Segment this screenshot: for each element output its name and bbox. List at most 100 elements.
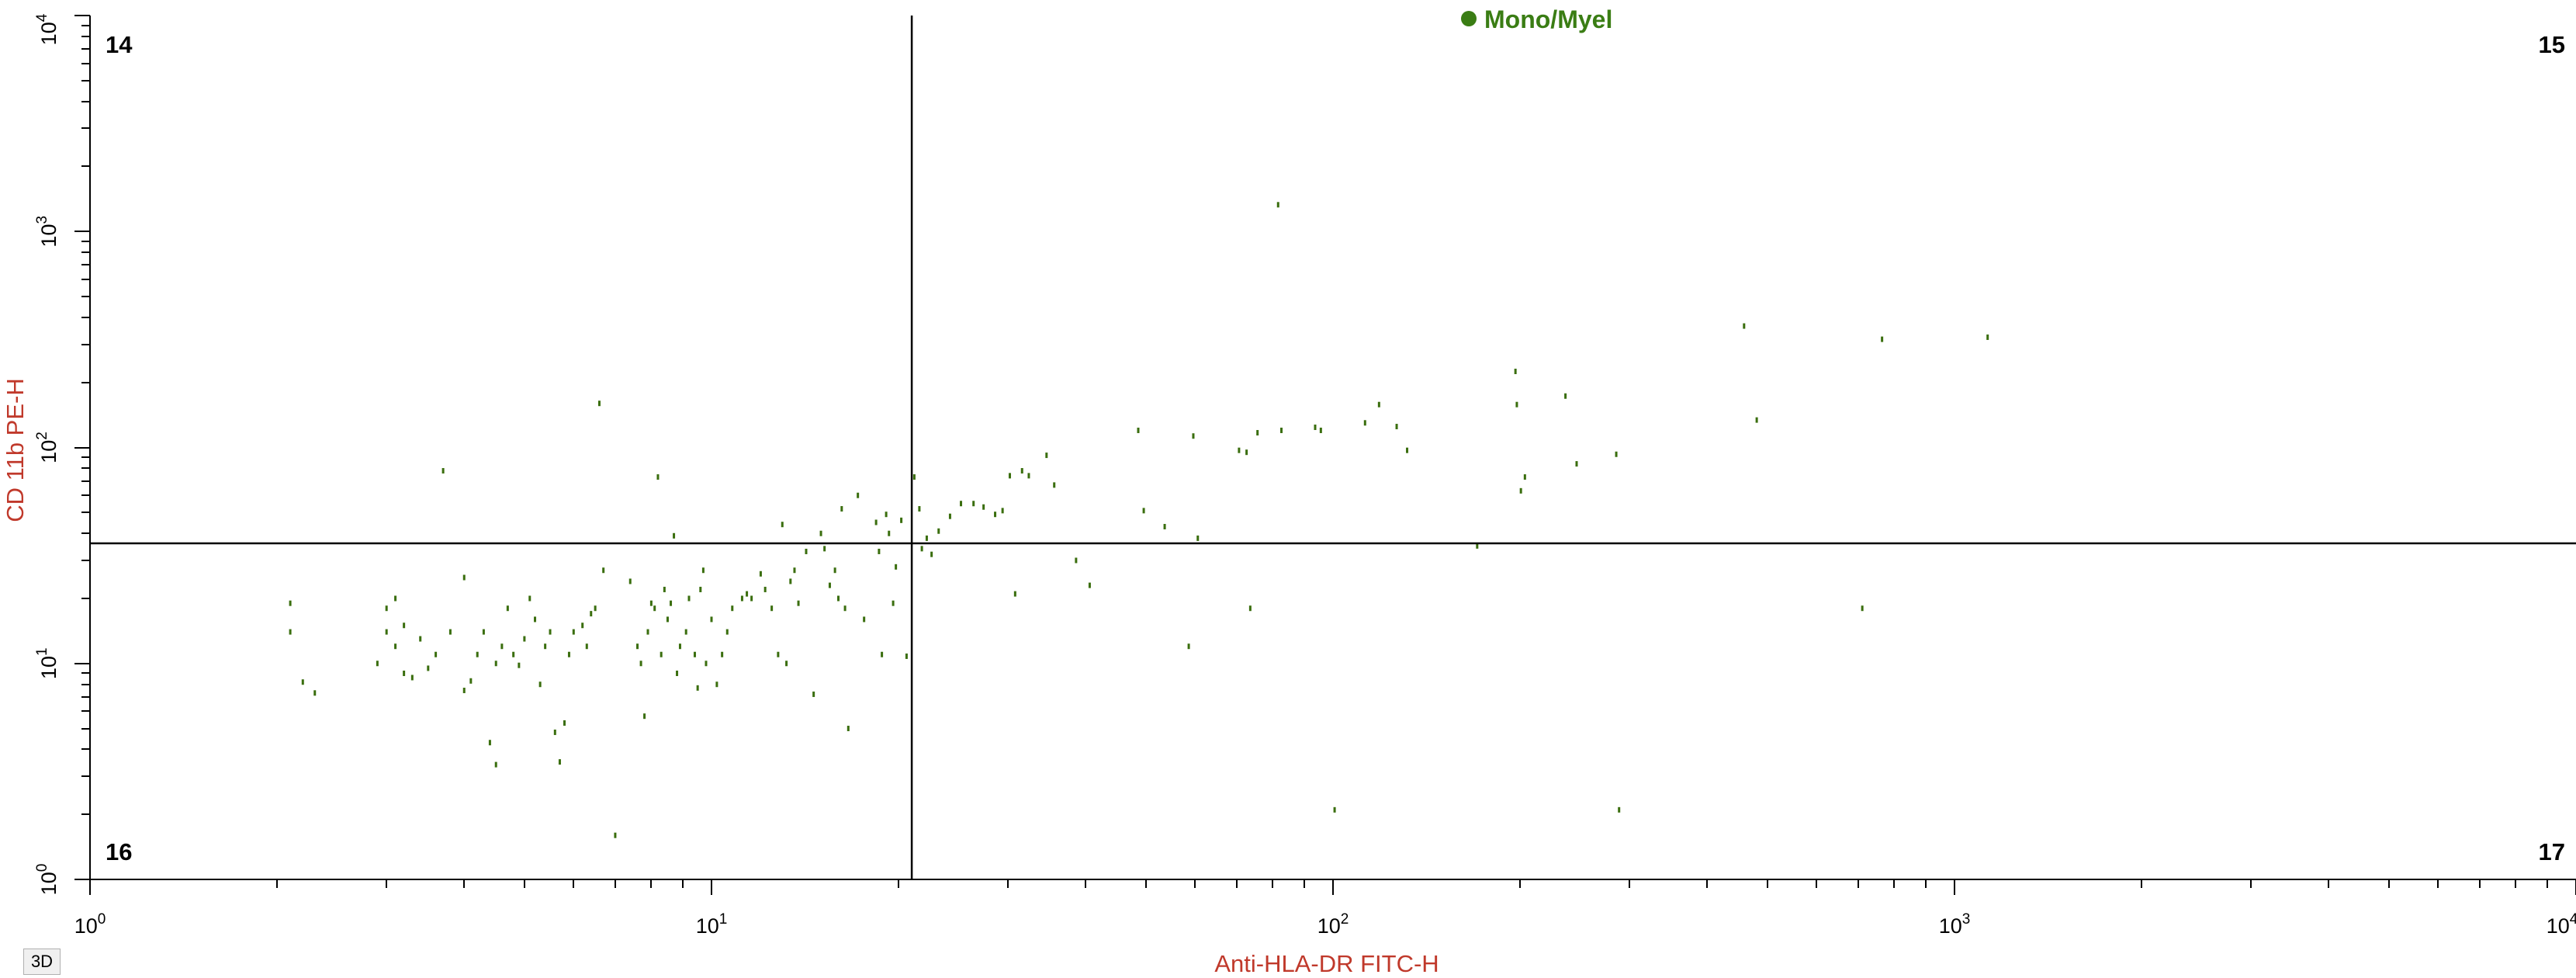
data-point	[699, 586, 702, 592]
data-point	[639, 661, 642, 667]
data-point	[590, 611, 593, 617]
data-point	[663, 586, 666, 592]
quadrant-label-bottom-right: 17	[2539, 838, 2565, 865]
data-points	[289, 202, 1989, 838]
data-point	[874, 519, 878, 525]
data-point	[918, 506, 921, 512]
x-tick-label: 104	[2547, 911, 2576, 938]
data-point	[895, 564, 898, 570]
data-point	[673, 532, 676, 539]
gate-label[interactable]: Mono/Myel	[1484, 5, 1612, 33]
data-point	[705, 661, 708, 667]
data-point	[789, 578, 792, 584]
data-point	[900, 517, 903, 523]
data-point	[937, 528, 940, 534]
data-point	[500, 643, 504, 650]
data-point	[805, 548, 808, 554]
data-point	[523, 636, 526, 642]
data-point	[819, 530, 822, 536]
tick-marks	[74, 15, 2576, 895]
data-point	[960, 501, 963, 507]
data-point	[448, 629, 452, 635]
data-point	[462, 688, 466, 694]
data-point	[1564, 393, 1567, 399]
data-point	[693, 651, 696, 657]
x-tick-label: 103	[1939, 911, 1971, 938]
data-point	[701, 567, 705, 574]
data-point	[1142, 508, 1145, 514]
data-point	[435, 651, 438, 657]
tick-labels: 100 101 102 103 104 100 101 102 103 104	[34, 13, 2576, 938]
data-point	[721, 651, 724, 657]
data-point	[1395, 424, 1398, 430]
data-point	[494, 661, 497, 667]
data-point	[828, 582, 831, 588]
data-point	[1280, 427, 1283, 433]
quadrant-lines[interactable]	[90, 16, 2576, 879]
data-point	[759, 570, 762, 577]
data-point	[1881, 336, 1884, 342]
data-point	[646, 629, 649, 635]
data-point	[994, 512, 997, 518]
y-tick-label: 103	[34, 216, 61, 248]
data-point	[793, 567, 796, 574]
data-point	[833, 567, 836, 574]
data-point	[731, 605, 734, 612]
data-point	[403, 670, 406, 676]
data-point	[441, 468, 445, 474]
data-point	[763, 586, 767, 592]
data-point	[301, 679, 304, 685]
data-point	[1192, 433, 1195, 439]
data-point	[710, 616, 713, 623]
data-point	[972, 501, 975, 507]
data-point	[725, 629, 729, 635]
data-point	[878, 548, 881, 554]
data-point	[488, 740, 491, 746]
data-point	[1314, 425, 1317, 431]
data-point	[888, 530, 891, 536]
data-point	[1053, 482, 1056, 488]
data-point	[1075, 557, 1078, 564]
data-point	[410, 675, 414, 681]
3d-view-button[interactable]: 3D	[23, 949, 61, 975]
x-tick-label: 101	[696, 911, 728, 938]
data-point	[678, 643, 681, 650]
data-point	[823, 546, 826, 552]
data-point	[746, 591, 749, 597]
data-point	[684, 629, 687, 635]
data-point	[892, 600, 895, 606]
data-point	[553, 729, 556, 735]
data-point	[602, 567, 605, 574]
data-point	[549, 629, 552, 635]
data-point	[597, 401, 601, 407]
data-point	[666, 616, 669, 623]
data-point	[750, 595, 753, 602]
data-point	[403, 623, 406, 629]
data-point	[1008, 473, 1011, 479]
data-point	[544, 643, 547, 650]
data-point	[843, 605, 847, 612]
data-point	[1615, 451, 1618, 457]
y-axis-label: CD 11b PE-H	[2, 378, 29, 522]
data-point	[1986, 334, 1989, 340]
data-point	[567, 651, 570, 657]
data-point	[885, 512, 888, 518]
data-point	[1248, 605, 1252, 612]
data-point	[512, 651, 515, 657]
data-point	[506, 605, 509, 612]
data-point	[1319, 427, 1322, 433]
gate-marker-icon	[1461, 11, 1477, 26]
data-point	[585, 643, 588, 650]
data-point	[781, 522, 784, 528]
data-point	[1163, 523, 1166, 529]
quadrant-label-top-left: 14	[106, 31, 133, 58]
data-point	[1519, 487, 1522, 494]
data-point	[649, 600, 653, 606]
data-point	[518, 662, 521, 668]
y-tick-label: 100	[34, 864, 61, 896]
data-point	[948, 513, 951, 519]
data-point	[660, 651, 663, 657]
data-point	[1363, 420, 1366, 426]
data-point	[594, 605, 597, 612]
